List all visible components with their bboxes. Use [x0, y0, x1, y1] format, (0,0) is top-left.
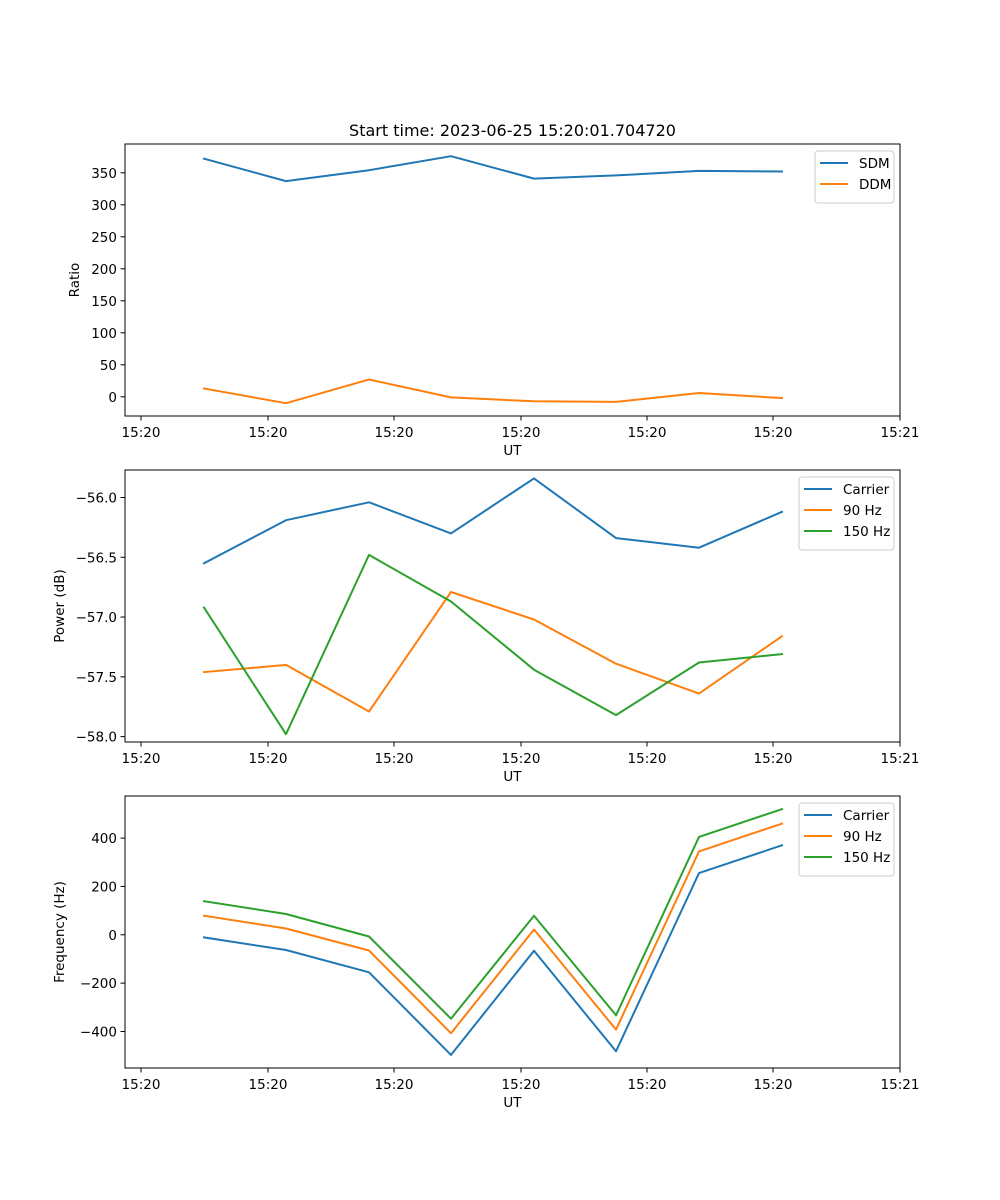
series-line-90-hz: [202, 591, 784, 713]
legend-label: 90 Hz: [843, 503, 882, 519]
x-tick-label: 15:20: [628, 425, 667, 441]
y-tick-label: 200: [91, 262, 117, 278]
x-tick-label: 15:20: [375, 1077, 414, 1093]
x-tick-label: 15:20: [249, 1077, 288, 1093]
x-tick-label: 15:20: [754, 425, 793, 441]
chart-panel-3: 15:20 15:20 15:20 15:20 15:20 15:20 15:21 UT −40…: [52, 795, 920, 1111]
x-tick-label: 15:20: [122, 425, 161, 441]
y-tick-label: −56.0: [76, 490, 117, 506]
legend-label: 150 Hz: [843, 850, 890, 866]
y-tick-label: 200: [91, 879, 117, 895]
y-tick-label: −200: [80, 976, 117, 992]
y-tick-label: 350: [91, 166, 117, 182]
x-tick-label: 15:20: [249, 425, 288, 441]
legend-label: Carrier: [843, 808, 890, 824]
y-tick-label: 0: [108, 928, 117, 944]
y-tick-label: −57.5: [76, 670, 117, 686]
x-tick-label: 15:20: [754, 1077, 793, 1093]
y-tick-label: −57.0: [76, 610, 117, 626]
y-tick-label: 50: [100, 358, 117, 374]
series-line-90-hz: [202, 822, 784, 1035]
series-line-150-hz: [202, 553, 784, 736]
x-tick-label: 15:20: [502, 425, 541, 441]
y-tick-label: −56.5: [76, 550, 117, 566]
legend: Carrier 90 Hz 150 Hz: [798, 802, 895, 877]
y-tick-label: 150: [91, 294, 117, 310]
plot-frame: [124, 469, 901, 743]
x-tick-label: 15:20: [375, 751, 414, 767]
legend-label: 150 Hz: [843, 524, 890, 540]
x-axis-label: UT: [503, 769, 522, 785]
chart-panel-1: 15:20 15:20 15:20 15:20 15:20 15:20 15:21 UT 0 50…: [67, 143, 920, 459]
x-axis-label: UT: [503, 443, 522, 459]
y-axis-label: Frequency (Hz): [52, 881, 68, 983]
x-tick-label: 15:20: [628, 1077, 667, 1093]
series-line-150-hz: [202, 807, 784, 1020]
legend-label: 90 Hz: [843, 829, 882, 845]
legend: SDM DDM: [814, 150, 895, 204]
x-tick-label: 15:20: [122, 1077, 161, 1093]
y-axis-label: Ratio: [67, 263, 83, 298]
legend-label: Carrier: [843, 482, 890, 498]
chart-panel-2: 15:20 15:20 15:20 15:20 15:20 15:20 15:21 UT −58…: [52, 469, 920, 785]
x-tick-label: 15:20: [249, 751, 288, 767]
legend-label: SDM: [859, 156, 890, 172]
y-axis-label: Power (dB): [52, 569, 68, 642]
y-tick-label: −400: [80, 1024, 117, 1040]
plot-frame: [124, 143, 901, 417]
y-tick-label: −58.0: [76, 730, 117, 746]
legend-label: DDM: [859, 177, 891, 193]
y-tick-label: 400: [91, 831, 117, 847]
x-tick-label: 15:21: [881, 1077, 920, 1093]
y-tick-label: 250: [91, 230, 117, 246]
series-line-carrier: [202, 844, 784, 1056]
x-tick-label: 15:20: [122, 751, 161, 767]
x-tick-label: 15:21: [881, 425, 920, 441]
series-line-carrier: [202, 477, 784, 565]
x-tick-label: 15:20: [502, 751, 541, 767]
x-tick-label: 15:20: [754, 751, 793, 767]
x-tick-label: 15:21: [881, 751, 920, 767]
plot-frame: [124, 795, 901, 1069]
y-tick-label: 100: [91, 326, 117, 342]
y-tick-label: 0: [108, 390, 117, 406]
x-tick-label: 15:20: [502, 1077, 541, 1093]
legend: Carrier 90 Hz 150 Hz: [798, 476, 895, 551]
series-line-sdm: [202, 155, 784, 183]
x-tick-label: 15:20: [375, 425, 414, 441]
x-axis-label: UT: [503, 1095, 522, 1111]
x-tick-label: 15:20: [628, 751, 667, 767]
y-tick-label: 300: [91, 198, 117, 214]
series-line-ddm: [202, 378, 784, 405]
figure-title: Start time: 2023-06-25 15:20:01.704720: [349, 121, 676, 140]
